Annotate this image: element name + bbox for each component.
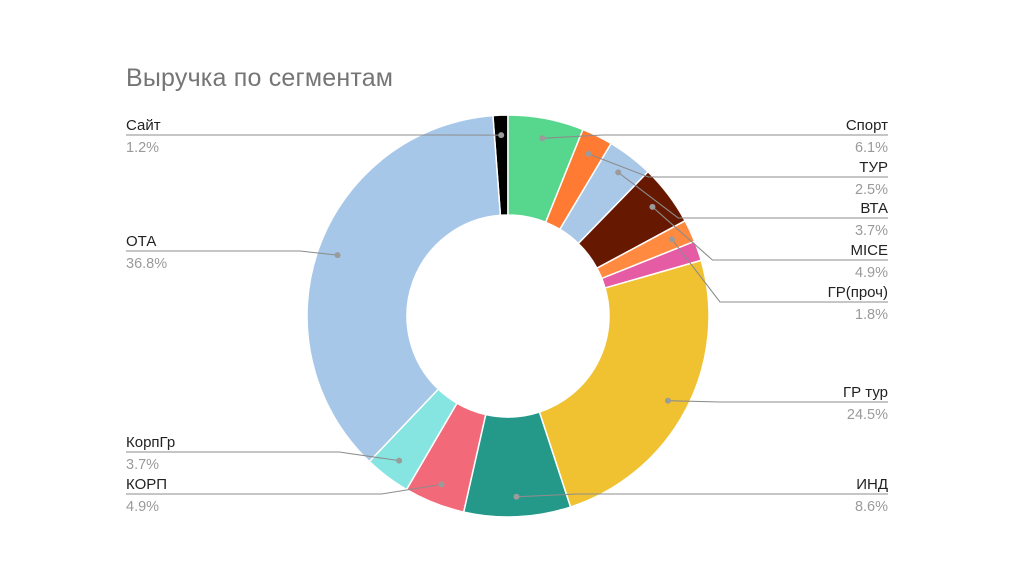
slice-value-label: 3.7%: [126, 457, 159, 473]
label-group-гр-проч-5: ГР(проч) 1.8%: [668, 236, 888, 323]
slice-value-label: 1.8%: [855, 307, 888, 323]
slice-value-label: 36.8%: [126, 256, 167, 272]
leader-line: [126, 451, 400, 462]
slice-name-label: КорпГр: [126, 434, 175, 451]
leader-dot: [539, 135, 546, 142]
slice-name-label: ГР(проч): [828, 284, 888, 301]
slice-name-label: Спорт: [846, 117, 888, 134]
slice-name-label: КОРП: [126, 476, 167, 493]
slice-value-label: 2.5%: [855, 182, 888, 198]
leader-line: [617, 171, 888, 219]
leader-line: [671, 239, 888, 303]
leader-line: [652, 206, 888, 261]
leader-line: [588, 153, 888, 178]
leader-line: [516, 493, 888, 498]
label-group-корп-9: КОРП 4.9%: [126, 476, 445, 515]
leader-dot: [396, 457, 403, 464]
leader-dot: [438, 481, 445, 488]
slice-name-label: ТУР: [859, 159, 888, 176]
slice-value-label: 6.1%: [855, 140, 888, 156]
leader-dot: [334, 252, 341, 259]
chart-title: Выручка по сегментам: [126, 64, 394, 92]
slice-гр-тур-7: [538, 259, 710, 508]
slice-name-label: ОТА: [126, 233, 156, 250]
donut-slices: [306, 114, 710, 518]
leader-dot: [668, 236, 675, 243]
slice-name-label: Сайт: [126, 117, 161, 134]
slice-name-label: ИНД: [856, 476, 888, 493]
leader-dot: [585, 150, 592, 157]
label-group-спорт-1: Спорт 6.1%: [539, 117, 888, 156]
leader-line: [126, 483, 442, 495]
label-group-гр-тур-7: ГР тур 24.5%: [664, 384, 888, 423]
slice-value-label: 3.7%: [855, 223, 888, 239]
leader-line: [126, 250, 338, 256]
slice-value-label: 24.5%: [847, 407, 888, 423]
slice-ота-11: [306, 114, 502, 463]
leader-line: [667, 400, 888, 403]
label-group-корпгр-10: КорпГр 3.7%: [126, 434, 403, 473]
slice-value-label: 4.9%: [126, 499, 159, 515]
slice-name-label: ВТА: [860, 200, 888, 217]
leader-dot: [513, 493, 520, 500]
slice-value-label: 8.6%: [855, 499, 888, 515]
label-group-сайт-0: Сайт 1.2%: [126, 117, 505, 156]
slice-value-label: 1.2%: [126, 140, 159, 156]
label-group-mice-4: MICE 4.9%: [649, 203, 889, 281]
slice-name-label: ГР тур: [843, 384, 888, 401]
leader-dot: [615, 169, 622, 176]
slice-labels: Сайт1.2%Спорт6.1%ТУР2.5%ВТА3.7%MICE4.9%Г…: [126, 117, 888, 515]
leader-dot: [498, 132, 505, 139]
label-group-тур-2: ТУР 2.5%: [585, 150, 888, 198]
label-group-ота-11: ОТА 36.8%: [126, 233, 341, 272]
label-group-инд-8: ИНД 8.6%: [513, 476, 888, 515]
leader-line: [542, 134, 888, 139]
leader-dot: [664, 397, 671, 404]
label-group-вта-3: ВТА 3.7%: [615, 169, 888, 239]
leader-dot: [649, 203, 656, 210]
slice-name-label: MICE: [851, 242, 889, 259]
slice-value-label: 4.9%: [855, 265, 888, 281]
